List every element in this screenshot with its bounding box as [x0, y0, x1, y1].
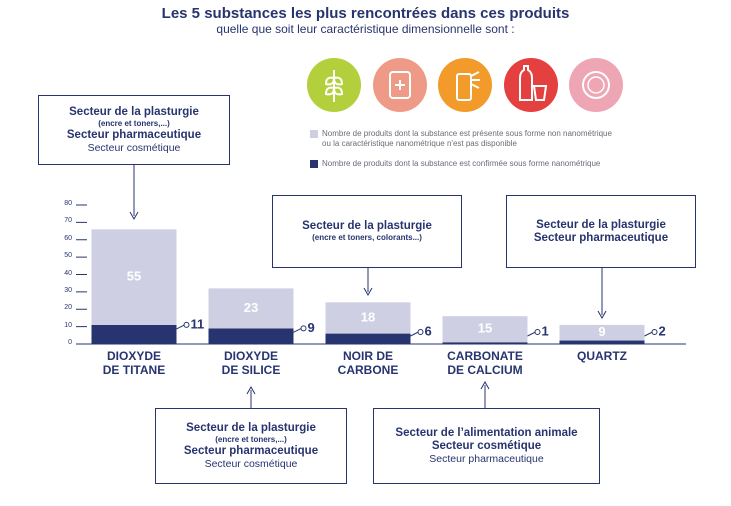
chart-title: Les 5 substances les plus rencontrées da… — [161, 5, 570, 22]
annotation-box: Secteur de l’alimentation animale Secteur… — [373, 408, 600, 484]
y-tick-label: 80 — [64, 200, 72, 207]
arrowhead — [363, 287, 373, 297]
legend-label: Nombre de produits dont la substance est… — [322, 129, 612, 148]
label-leader — [293, 327, 302, 333]
icon-glyph — [324, 70, 344, 102]
annotation-line: Secteur pharmaceutique — [66, 129, 202, 141]
value-label: 55 — [127, 269, 141, 284]
value-label: 6 — [425, 323, 432, 338]
legend-swatch — [310, 160, 318, 168]
legend-label: Nombre de produits dont la substance est… — [322, 159, 601, 168]
arrowhead — [480, 380, 490, 390]
bar-segment — [208, 328, 294, 344]
icon-tableware — [569, 58, 623, 112]
label-leader — [176, 324, 185, 330]
value-label: 15 — [478, 321, 492, 336]
label-leader — [410, 331, 419, 337]
annotation-line: Secteur de la plasturgie — [69, 106, 199, 118]
value-label: 23 — [244, 300, 258, 315]
y-tick-label: 60 — [64, 234, 72, 242]
annotation-box: Secteur de la plasturgie (encre et toners… — [38, 95, 230, 165]
y-tick-label: 50 — [64, 252, 72, 260]
label-dot — [417, 329, 424, 335]
label-dot — [183, 321, 190, 328]
annotation-box: Secteur de la plasturgie (encre et toners… — [155, 408, 347, 484]
bar-segment — [559, 324, 645, 341]
y-tick-label: 40 — [64, 269, 72, 277]
x-tick-label: QUARTZ — [577, 349, 627, 363]
icon-glyph — [470, 71, 480, 89]
annotation-box: Secteur de la plasturgie (encre et toners… — [272, 195, 462, 268]
value-label: 11 — [191, 316, 205, 331]
y-tick-label: 0 — [68, 339, 72, 346]
bar-segment — [208, 288, 294, 329]
value-label: 18 — [361, 309, 375, 324]
arrows — [129, 165, 607, 408]
icon-glyph — [456, 73, 472, 101]
y-tick-label: 70 — [64, 217, 72, 225]
annotation-line: Secteur de la plasturgie — [536, 218, 666, 231]
annotation-line: Secteur de la plasturgie — [302, 220, 432, 232]
chart-subtitle: quelle que soit leur caractéristique dim… — [216, 22, 515, 36]
label-leader — [527, 331, 536, 337]
icon-glyph — [519, 65, 533, 101]
x-tick-label: NOIR DE CARBONE — [337, 349, 399, 377]
annotation-line: (encre et toners,...) — [98, 119, 170, 128]
annotation-line: Secteur cosmétique — [431, 440, 542, 452]
bar-segment — [91, 229, 177, 325]
annotation-line: Secteur pharmaceutique — [429, 453, 544, 465]
label-leader — [644, 331, 653, 337]
y-tick-label: 30 — [64, 286, 72, 294]
annotation-line: (encre et toners, colorants...) — [312, 233, 422, 242]
arrowhead — [597, 310, 607, 320]
value-label: 9 — [308, 320, 315, 335]
icons — [307, 58, 623, 112]
y-tick-label: 20 — [64, 304, 72, 312]
icon-glyph — [582, 71, 610, 99]
y-tick-label: 10 — [64, 321, 72, 329]
annotation-box: Secteur de la plasturgie Secteur pharmace… — [506, 195, 696, 268]
legend-swatch — [310, 130, 318, 138]
label-dot — [534, 329, 541, 335]
icon-spray — [438, 58, 492, 112]
icon-glyph — [389, 71, 411, 99]
bar-segment — [559, 340, 645, 344]
label-dot — [300, 325, 307, 332]
bar-segment — [325, 302, 411, 334]
annotation-line: Secteur pharmaceutique — [183, 445, 319, 457]
arrowhead — [246, 385, 256, 395]
value-label: 2 — [659, 323, 666, 338]
annotation-line: Secteur cosmétique — [204, 458, 298, 470]
annotation-line: Secteur pharmaceutique — [533, 231, 669, 244]
value-label: 1 — [542, 323, 549, 338]
arrowhead — [129, 211, 139, 221]
x-tick-label: DIOXYDE DE SILICE — [221, 349, 281, 377]
annotation-line: Secteur cosmétique — [87, 142, 181, 154]
x-tick-label: CARBONATE DE CALCIUM — [447, 349, 523, 377]
annotation-line: Secteur de l’alimentation animale — [395, 427, 578, 439]
annotation-line: Secteur de la plasturgie — [186, 422, 316, 434]
icon-glyph — [532, 85, 548, 101]
bar-segment — [442, 342, 528, 344]
icon-glyph — [587, 76, 605, 94]
icon-glyph — [395, 80, 405, 90]
value-label: 9 — [598, 324, 605, 339]
label-dot — [651, 329, 658, 335]
annotation-line: (encre et toners,...) — [215, 435, 287, 444]
x-tick-label: DIOXYDE DE TITANE — [102, 349, 166, 377]
bar-segment — [325, 333, 411, 344]
bar-segment — [442, 316, 528, 343]
bar-segment — [91, 324, 177, 344]
